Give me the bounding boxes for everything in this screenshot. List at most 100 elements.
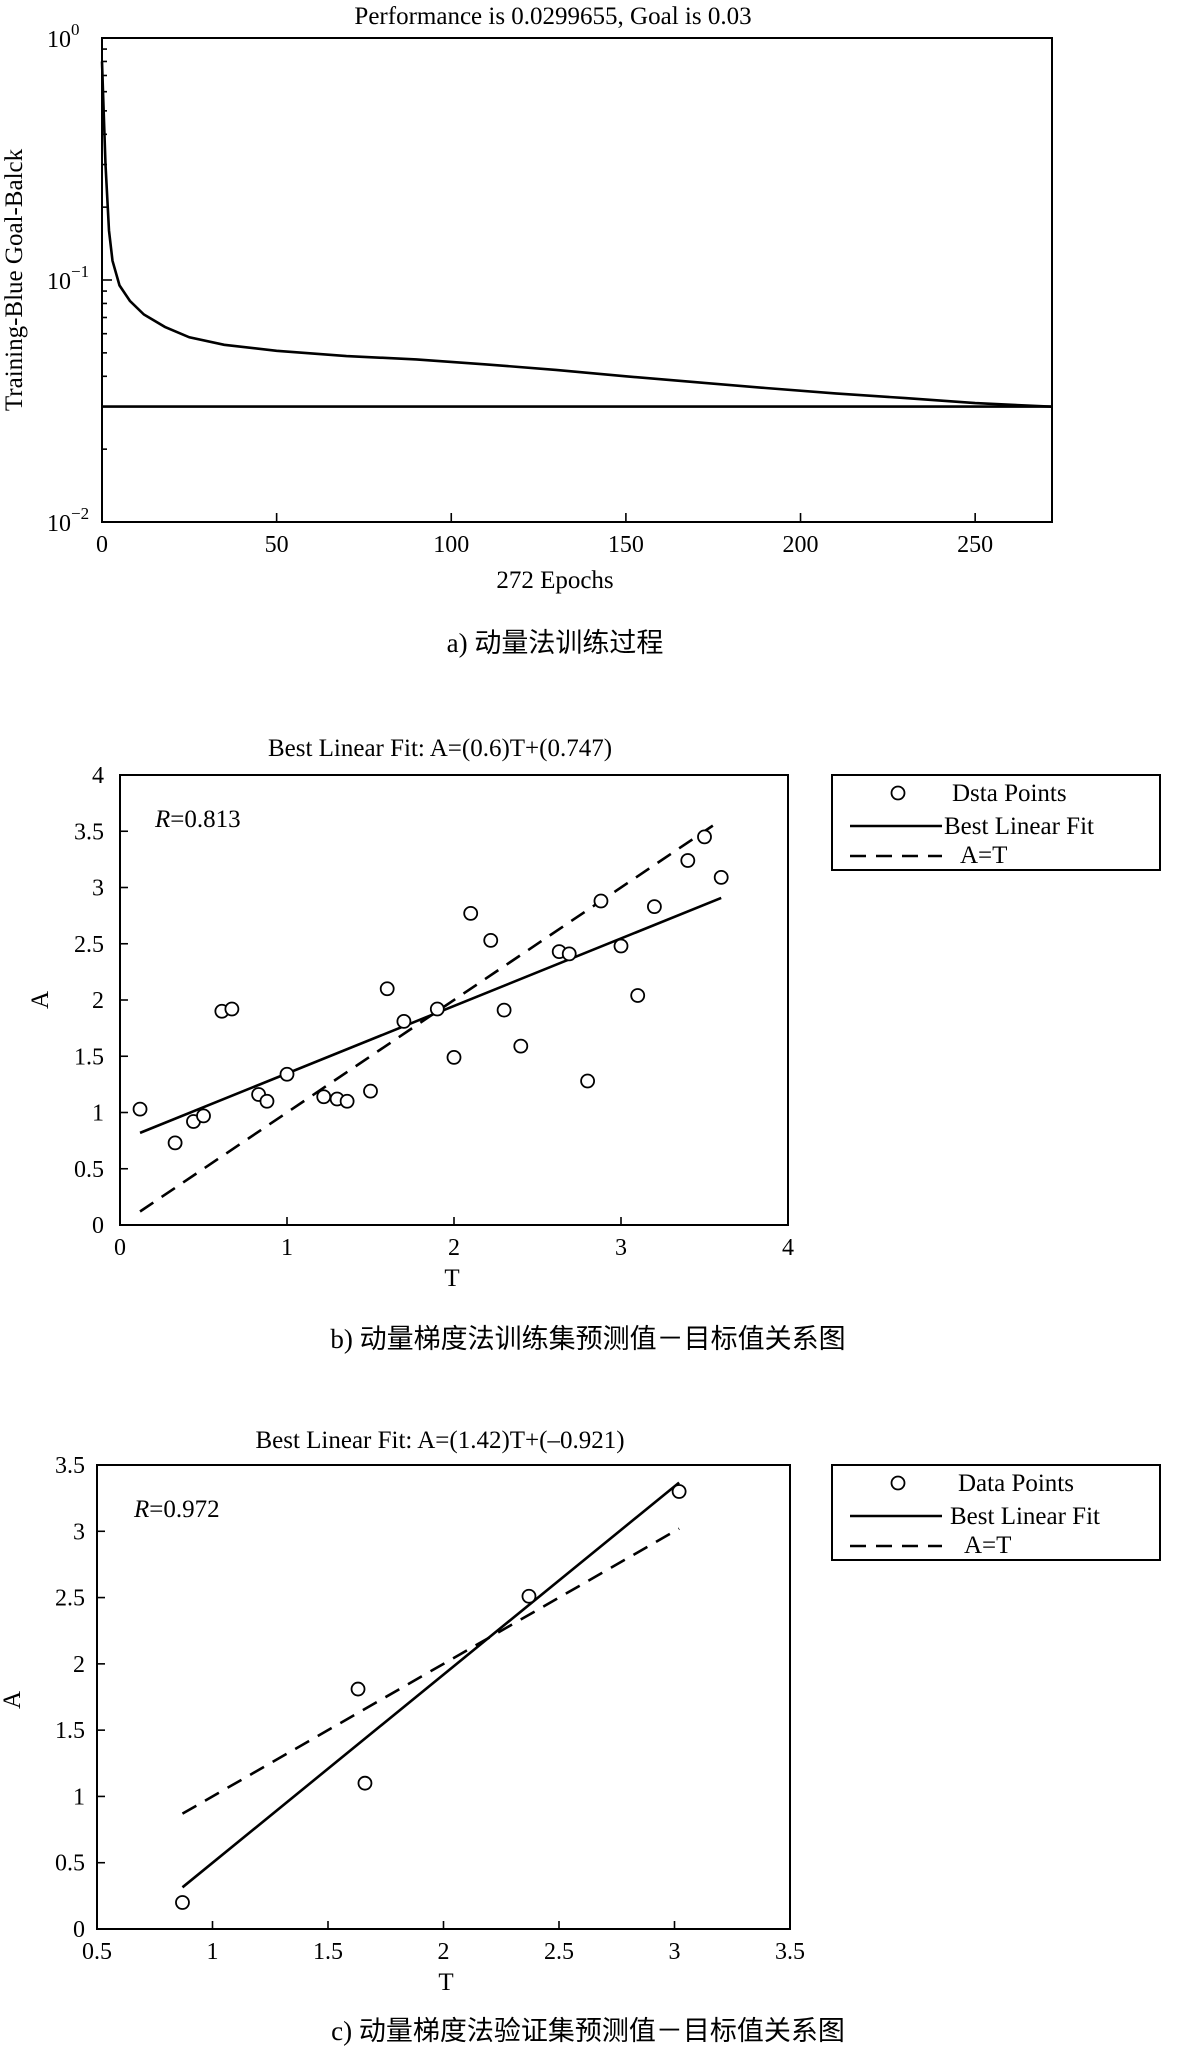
chart-b-point-24	[593, 893, 609, 909]
chart-b-xlabel: T	[444, 1265, 459, 1292]
chart-b-ylabel: A	[27, 991, 54, 1009]
chart-b-point-7	[259, 1093, 275, 1109]
chart-b-xtick-label-3: 3	[615, 1235, 627, 1261]
chart-c-point-4	[671, 1484, 687, 1499]
chart-c-point-0	[175, 1895, 190, 1910]
chart-a-training-line	[100, 61, 1053, 408]
chart-b-point-14	[396, 1013, 412, 1029]
chart-b-point-1	[167, 1135, 183, 1151]
chart-c-point-2	[357, 1775, 373, 1791]
chart-a-xtick-label-2: 100	[433, 532, 469, 558]
chart-b-point-12	[363, 1083, 378, 1099]
chart-a-xtick-label-5: 250	[957, 532, 993, 558]
chart-b-xtick-label-1: 1	[281, 1235, 293, 1261]
chart-a-frame	[101, 37, 1053, 523]
chart-c-legend-point-marker	[890, 1475, 906, 1491]
chart-c-annotation-symbol: R	[133, 1496, 149, 1523]
chart-c-xtick-label-3: 2	[438, 1939, 450, 1965]
chart-b-point-18	[483, 932, 499, 948]
chart-b-ytick-label-4: 2	[92, 988, 104, 1014]
chart-c-frame	[96, 1464, 791, 1930]
chart-c-ylabel: A	[0, 1691, 26, 1709]
chart-b-point-11	[339, 1093, 355, 1109]
chart-a-xtick-label-0: 0	[96, 532, 108, 558]
chart-c-ytick-label-6: 3	[73, 1519, 85, 1545]
chart-b-xtick-label-4: 4	[782, 1235, 794, 1261]
chart-b-ytick-label-6: 3	[92, 876, 104, 902]
chart-b-point-9	[316, 1089, 332, 1105]
chart-c-legend-box	[831, 1464, 1161, 1561]
chart-c-title: Best Linear Fit: A=(1.42)T+(–0.921)	[255, 1427, 624, 1454]
chart-c-ytick-label-5: 2.5	[55, 1586, 85, 1612]
chart-b-ytick-label-8: 4	[92, 763, 104, 789]
chart-b-legend-box	[831, 774, 1161, 871]
chart-b-point-19	[496, 1002, 512, 1018]
chart-c-identity-line	[181, 1527, 680, 1815]
chart-b-legend-identity: A=T	[960, 842, 1007, 869]
chart-b-point-30	[713, 869, 729, 885]
chart-b-point-26	[630, 988, 646, 1003]
chart-c-ytick-label-1: 0.5	[55, 1851, 85, 1877]
chart-a-xlabel: 272 Epochs	[496, 567, 613, 594]
chart-c-xlabel: T	[438, 1969, 453, 1996]
chart-b-fit-line	[139, 896, 722, 1135]
chart-c-xtick-label-1: 1	[207, 1939, 219, 1965]
chart-a-ytick-label-2: 10−2	[47, 504, 89, 537]
panel-b: Best Linear Fit: A=(0.6)T+(0.747) 0 1 2 3 4 0…	[27, 735, 1161, 1354]
chart-b-ytick-label-7: 3.5	[74, 819, 104, 845]
chart-c-legend-identity: A=T	[964, 1532, 1011, 1559]
chart-b-point-16	[446, 1049, 462, 1065]
chart-b-caption: b) 动量梯度法训练集预测值－目标值关系图	[330, 1324, 845, 1354]
chart-b-identity-line	[139, 824, 714, 1213]
chart-b-point-3	[196, 1108, 211, 1124]
chart-a-caption: a) 动量法训练过程	[447, 628, 664, 658]
chart-b-annotation-symbol: R	[154, 806, 170, 833]
chart-a-xtick-label-3: 150	[608, 532, 644, 558]
chart-b-point-17	[463, 905, 479, 921]
chart-b-ytick-label-1: 0.5	[74, 1157, 104, 1183]
chart-b-point-0	[132, 1101, 148, 1117]
chart-c-xtick-label-4: 2.5	[544, 1939, 574, 1965]
chart-a-xtick-label-4: 200	[783, 532, 819, 558]
chart-c-legend: Data Points Best Linear Fit A=T	[831, 1464, 1161, 1561]
chart-c-legend-fit: Best Linear Fit	[950, 1503, 1100, 1530]
chart-b-point-8	[279, 1066, 295, 1082]
chart-b-point-13	[379, 981, 395, 997]
chart-a-ytick-label-0: 100	[47, 20, 80, 53]
chart-a-title: Performance is 0.0299655, Goal is 0.03	[354, 3, 751, 30]
chart-b-point-5	[224, 1001, 240, 1017]
chart-b-title: Best Linear Fit: A=(0.6)T+(0.747)	[268, 735, 612, 762]
chart-c-point-3	[521, 1588, 537, 1604]
chart-c-point-1	[350, 1681, 366, 1697]
chart-b-point-15	[429, 1001, 445, 1017]
chart-c-annotation: R=0.972	[133, 1496, 220, 1523]
chart-c-xtick-label-5: 3	[669, 1939, 681, 1965]
chart-b-point-28	[680, 853, 696, 868]
chart-b-point-23	[580, 1073, 595, 1089]
chart-c-legend-points: Data Points	[958, 1470, 1074, 1497]
chart-c-ytick-label-2: 1	[73, 1784, 85, 1810]
chart-c-xtick-label-6: 3.5	[775, 1939, 805, 1965]
chart-b-ytick-label-0: 0	[92, 1213, 104, 1239]
chart-b-legend-points: Dsta Points	[952, 780, 1067, 807]
chart-a-ytick-label-1: 10−1	[47, 262, 89, 295]
chart-b-xtick-label-2: 2	[448, 1235, 460, 1261]
panel-a: Performance is 0.0299655, Goal is 0.03 0…	[1, 3, 1053, 658]
chart-a-xtick-label-1: 50	[265, 532, 289, 558]
chart-c-caption: c) 动量梯度法验证集预测值－目标值关系图	[331, 2016, 845, 2046]
panel-c: Best Linear Fit: A=(1.42)T+(–0.921) 0.5 1…	[0, 1427, 1161, 2046]
chart-c-ytick-label-7: 3.5	[55, 1453, 85, 1479]
chart-b-ytick-label-3: 1.5	[74, 1044, 104, 1070]
chart-b-annotation-value: =0.813	[170, 806, 240, 833]
chart-c-ytick-label-4: 2	[73, 1652, 85, 1678]
chart-a-ylabel: Training-Blue Goal-Balck	[1, 148, 28, 411]
chart-b-legend-point-marker	[890, 785, 906, 801]
chart-c-fit-line	[181, 1481, 680, 1889]
chart-b-ytick-label-5: 2.5	[74, 932, 104, 958]
chart-b-xtick-label-0: 0	[114, 1235, 126, 1261]
chart-c-xtick-label-2: 1.5	[313, 1939, 343, 1965]
chart-b-point-29	[697, 829, 712, 845]
chart-c-xtick-label-0: 0.5	[82, 1939, 112, 1965]
chart-b-point-25	[613, 938, 629, 954]
